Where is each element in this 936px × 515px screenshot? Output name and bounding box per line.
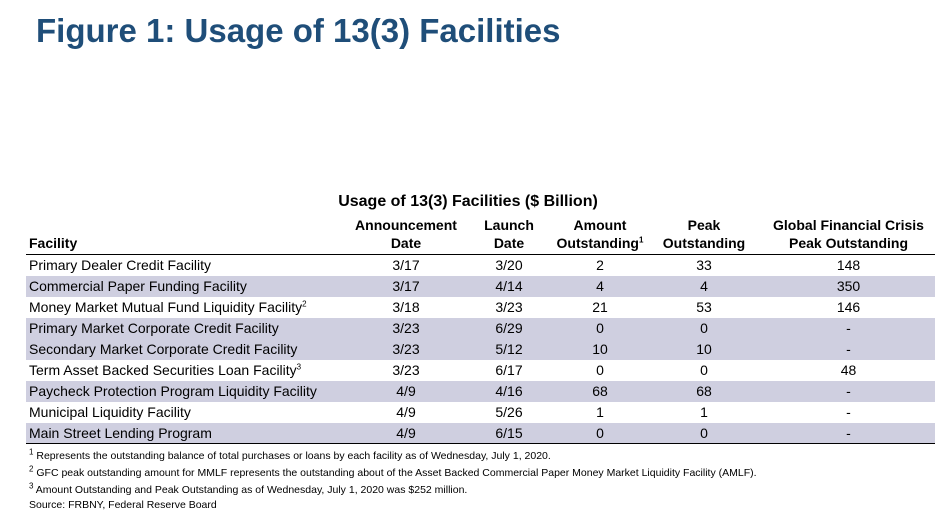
facility-name: Main Street Lending Program — [29, 424, 212, 441]
footnote-2: 2 GFC peak outstanding amount for MMLF r… — [29, 464, 757, 479]
gfc-peak-cell: - — [846, 424, 851, 441]
header-announcement-date: Announcement Date — [355, 217, 457, 251]
launch-date-cell: 6/29 — [495, 320, 523, 336]
amount-outstanding-cell: 0 — [596, 320, 604, 336]
peak-outstanding-cell: 53 — [696, 299, 712, 315]
gfc-peak-cell: 148 — [836, 257, 861, 274]
launch-date-cell: 3/20 — [495, 257, 523, 274]
announcement-date-cell: 3/23 — [392, 320, 420, 336]
peak-outstanding-cell: 4 — [700, 278, 708, 294]
launch-date-cell: 5/12 — [495, 341, 523, 357]
launch-date-cell: 4/16 — [495, 383, 523, 399]
launch-date-cell: 6/15 — [495, 424, 523, 441]
peak-outstanding-cell: 10 — [696, 341, 712, 357]
peak-outstanding-cell: 1 — [700, 404, 708, 420]
gfc-peak-cell: 48 — [840, 362, 857, 378]
gfc-peak-cell: - — [846, 320, 851, 336]
facility-name: Primary Market Corporate Credit Facility — [29, 320, 279, 336]
gfc-peak-cell: - — [846, 383, 851, 399]
launch-date-cell: 6/17 — [495, 362, 523, 378]
announcement-date-cell: 3/18 — [392, 299, 420, 315]
facility-name: Paycheck Protection Program Liquidity Fa… — [29, 383, 317, 399]
facility-name: Secondary Market Corporate Credit Facili… — [29, 341, 298, 357]
gfc-peak-cell: - — [846, 404, 851, 420]
table-row: Municipal Liquidity Facility 4/9 5/26 1 1 - — [26, 402, 935, 423]
table-row: Paycheck Protection Program Liquidity Fa… — [26, 380, 935, 402]
announcement-date-cell: 3/17 — [392, 257, 420, 274]
page-title: Figure 1: Usage of 13(3) Facilities — [36, 12, 561, 49]
facility-name: Commercial Paper Funding Facility — [29, 278, 247, 294]
amount-outstanding-cell: 10 — [592, 341, 608, 357]
header-facility: Facility — [29, 235, 78, 251]
table-row: Term Asset Backed Securities Loan Facili… — [26, 360, 935, 381]
amount-outstanding-cell: 2 — [596, 257, 604, 274]
launch-date-cell: 4/14 — [495, 278, 523, 294]
gfc-peak-cell: - — [846, 341, 851, 357]
announcement-date-cell: 4/9 — [396, 404, 416, 420]
footnotes: 1 Represents the outstanding balance of … — [29, 447, 757, 515]
table-row: Secondary Market Corporate Credit Facili… — [26, 338, 935, 360]
table-row: Money Market Mutual Fund Liquidity Facil… — [26, 297, 935, 318]
amount-outstanding-cell: 4 — [596, 278, 604, 294]
facility-name: Term Asset Backed Securities Loan Facili… — [29, 362, 302, 378]
gfc-peak-cell: 350 — [836, 278, 861, 294]
peak-outstanding-cell: 0 — [700, 362, 708, 378]
header-launch-date: Launch Date — [484, 217, 534, 251]
peak-outstanding-cell: 0 — [700, 320, 708, 336]
header-gfc-peak-outstanding: Global Financial Crisis Peak Outstanding — [773, 217, 924, 251]
header-peak-outstanding: Peak Outstanding — [662, 217, 746, 251]
table-row: Main Street Lending Program 4/9 6/15 0 0 - — [26, 422, 935, 444]
announcement-date-cell: 3/23 — [392, 362, 420, 378]
footnote-3: 3 Amount Outstanding and Peak Outstandin… — [29, 481, 468, 496]
launch-date-cell: 5/26 — [495, 404, 523, 420]
peak-outstanding-cell: 0 — [700, 424, 708, 441]
facilities-table: Facility Announcement Date Launch Date Amo… — [26, 216, 935, 444]
gfc-peak-cell: 146 — [836, 299, 861, 315]
table-row: Primary Dealer Credit Facility 3/17 3/20 2 3… — [26, 255, 935, 276]
table-row: Primary Market Corporate Credit Facility… — [26, 317, 935, 339]
launch-date-cell: 3/23 — [495, 299, 523, 315]
table-row: Commercial Paper Funding Facility 3/17 4/1… — [26, 275, 935, 297]
peak-outstanding-cell: 33 — [696, 257, 712, 274]
facility-name: Primary Dealer Credit Facility — [29, 257, 212, 274]
table-title: Usage of 13(3) Facilities ($ Billion) — [338, 193, 598, 210]
amount-outstanding-cell: 0 — [596, 424, 604, 441]
amount-outstanding-cell: 68 — [592, 383, 608, 399]
amount-outstanding-cell: 1 — [596, 404, 604, 420]
amount-outstanding-cell: 21 — [592, 299, 608, 315]
header-amount-outstanding: Amount Outstanding1 — [556, 217, 644, 251]
table-header-row: Facility Announcement Date Launch Date Amo… — [26, 216, 935, 255]
source-note: Source: FRBNY, Federal Reserve Board — [29, 499, 217, 511]
facility-name: Municipal Liquidity Facility — [29, 404, 191, 420]
announcement-date-cell: 3/17 — [392, 278, 420, 294]
peak-outstanding-cell: 68 — [696, 383, 712, 399]
amount-outstanding-cell: 0 — [596, 362, 604, 378]
announcement-date-cell: 4/9 — [396, 424, 416, 441]
facility-name: Money Market Mutual Fund Liquidity Facil… — [29, 299, 307, 315]
announcement-date-cell: 4/9 — [396, 383, 416, 399]
announcement-date-cell: 3/23 — [392, 341, 420, 357]
footnote-1: 1 Represents the outstanding balance of … — [29, 447, 551, 462]
